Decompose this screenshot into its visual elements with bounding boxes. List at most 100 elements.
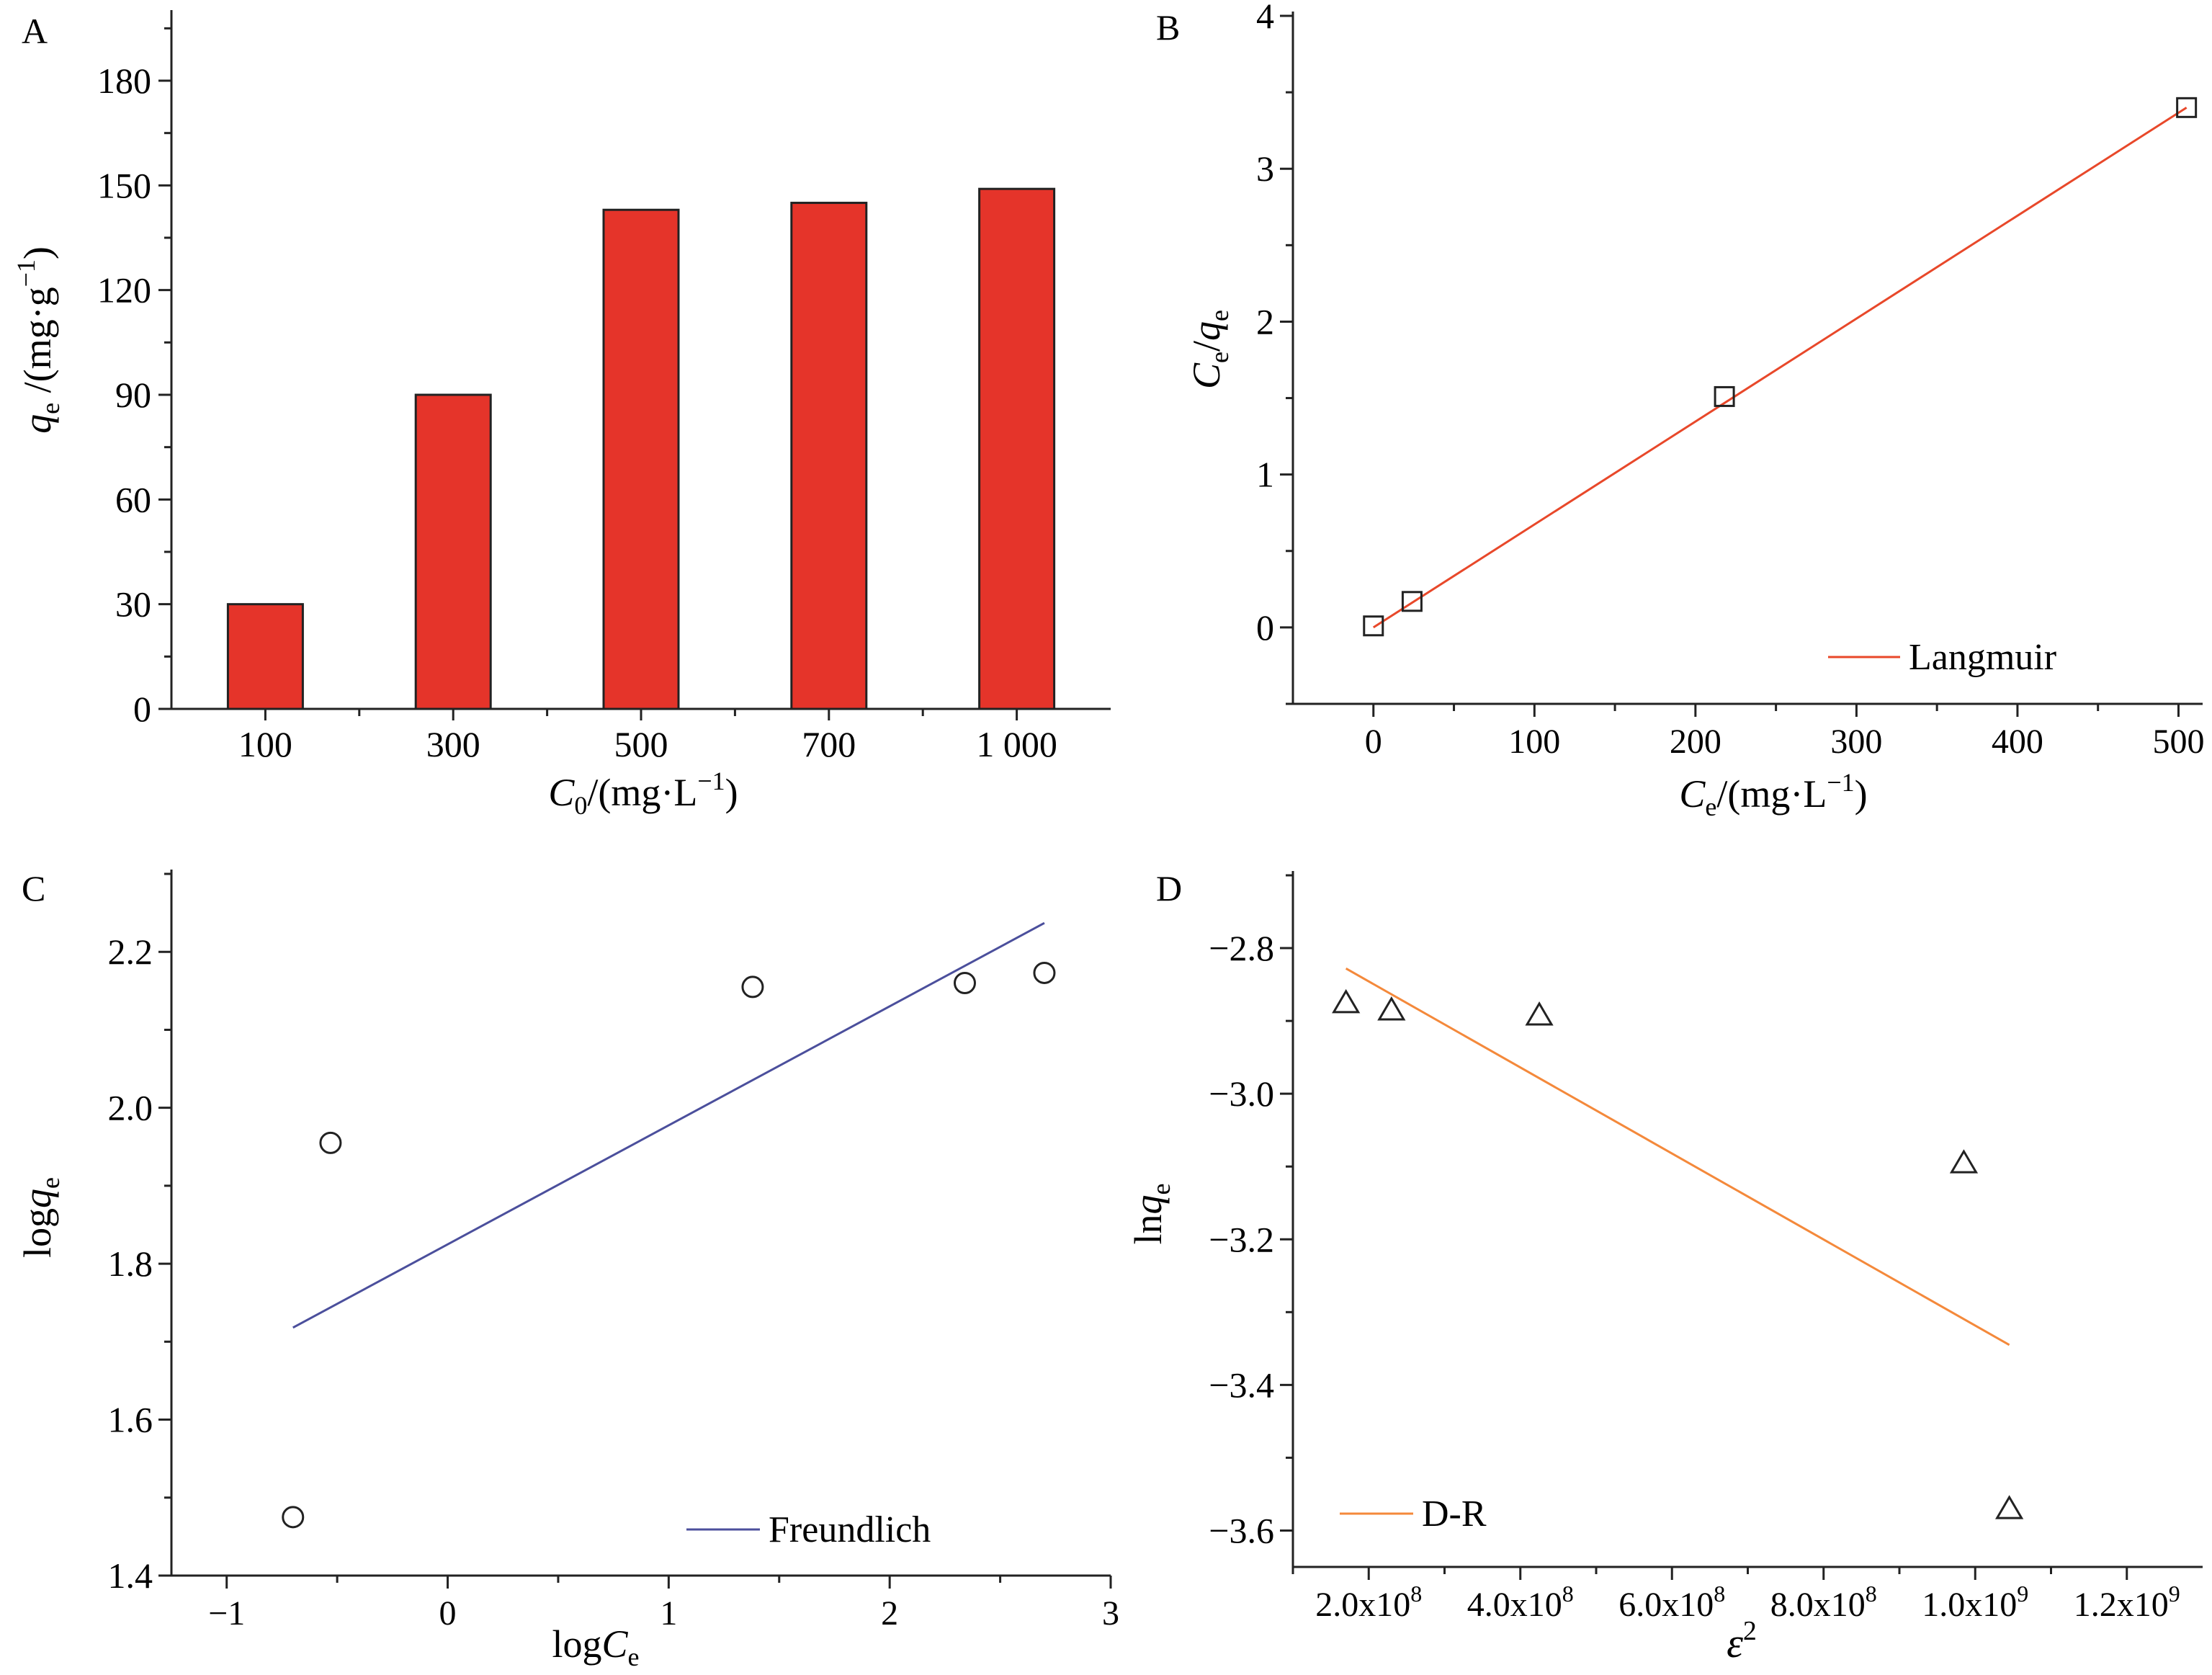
data-point — [1994, 1495, 2024, 1519]
panel-d-axes: −2.8 −3.0 −3.2 −3.4 −3.6 2.0x108 4.0x108 6.0x10… — [1209, 871, 2203, 1624]
x-tick-label: 6.0x108 — [1618, 1581, 1725, 1624]
panel-d-letter: D — [1156, 868, 1182, 908]
y-tick-label: 1.4 — [108, 1555, 153, 1596]
x-tick-label: 2.0x108 — [1315, 1581, 1422, 1624]
panel-c-legend: Freundlich — [686, 1509, 931, 1550]
bar — [226, 603, 304, 710]
y-tick-label: 4 — [1256, 0, 1274, 36]
x-tick-label: 300 — [426, 724, 480, 764]
x-tick-exponent: 8 — [1562, 1581, 1574, 1607]
x-tick-label: 1.2x109 — [2074, 1581, 2180, 1624]
panel-a-bars — [226, 187, 1056, 710]
legend-label: D-R — [1422, 1493, 1487, 1535]
panel-a-axes: 0 30 60 90 120 150 180 100 300 500 700 1 000 — [97, 10, 1111, 764]
x-tick-label: 500 — [614, 724, 668, 764]
x-tick-label: 1 000 — [976, 724, 1057, 764]
x-tick-label: 500 — [2152, 723, 2204, 761]
data-point — [1401, 591, 1423, 612]
panel-d-marks — [1332, 968, 2024, 1519]
y-tick-label: 30 — [115, 584, 151, 625]
y-tick-label: 0 — [133, 689, 151, 729]
y-tick-label: 2 — [1256, 301, 1274, 341]
y-tick-label: 180 — [97, 61, 151, 101]
panel-b-x-axis-label: Ce/(mg·L−1) — [1679, 768, 1867, 821]
panel-b-legend: Langmuir — [1828, 637, 2056, 678]
panel-d-y-axis-label: lnqe — [1127, 1184, 1176, 1245]
x-tick-label: 2 — [881, 1594, 898, 1632]
x-tick-label: 1.0x109 — [1922, 1581, 2028, 1624]
y-tick-label: 2.2 — [108, 932, 153, 972]
x-tick-exponent: 9 — [2017, 1581, 2028, 1607]
y-tick-label: 60 — [115, 479, 151, 519]
bar — [790, 202, 868, 710]
x-tick-exponent: 9 — [2169, 1581, 2180, 1607]
data-point — [282, 1506, 305, 1529]
data-point — [1332, 988, 1361, 1014]
fit-line — [1345, 968, 2010, 1346]
x-tick-label: 700 — [802, 724, 856, 764]
panel-d-legend: D-R — [1340, 1493, 1487, 1535]
x-tick-label: 400 — [1992, 723, 2043, 761]
data-point — [1525, 1001, 1554, 1026]
y-tick-label: 3 — [1256, 148, 1274, 189]
y-tick-label: 120 — [97, 270, 151, 311]
y-tick-label: 90 — [115, 375, 151, 415]
fit-line — [292, 921, 1045, 1329]
data-point — [1033, 961, 1056, 984]
y-tick-label: 2.0 — [108, 1088, 153, 1128]
x-tick-exponent: 8 — [1410, 1581, 1422, 1607]
y-tick-label: 1.6 — [108, 1400, 153, 1440]
y-tick-label: −2.8 — [1209, 928, 1274, 968]
data-point — [1377, 996, 1406, 1021]
y-tick-label: 1.8 — [108, 1243, 153, 1284]
panel-c-marks — [282, 921, 1056, 1529]
panel-a-y-axis-label: qe /(mg·g−1) — [12, 246, 65, 434]
panel-b-langmuir-plot: B 0 1 2 3 4 0 100 200 300 400 500 Langmuir Ce/(mg·… — [1156, 0, 2204, 821]
y-tick-label: −3.0 — [1209, 1073, 1274, 1114]
x-tick-label: 0 — [439, 1594, 457, 1632]
x-tick-exponent: 8 — [1866, 1581, 1877, 1607]
x-tick-label: 1 — [660, 1594, 677, 1632]
y-tick-label: 1 — [1256, 455, 1274, 495]
bar — [978, 187, 1056, 710]
y-tick-label: 0 — [1256, 607, 1274, 648]
legend-label: Freundlich — [769, 1509, 931, 1550]
data-point — [1363, 615, 1384, 637]
data-point — [319, 1131, 342, 1154]
legend-label: Langmuir — [1909, 637, 2056, 678]
panel-c-freundlich-plot: C 1.4 1.6 1.8 2.0 2.2 −1 0 1 2 3 Freundlich logCe… — [16, 868, 1119, 1671]
x-tick-label: −1 — [208, 1594, 245, 1632]
data-point — [1949, 1149, 1979, 1174]
x-tick-exponent: 8 — [1714, 1581, 1725, 1607]
y-tick-label: −3.4 — [1209, 1364, 1274, 1405]
panel-c-letter: C — [22, 868, 45, 908]
panel-d-x-axis-label: ε2 — [1727, 1616, 1757, 1666]
panel-b-marks — [1363, 97, 2198, 637]
fit-line — [1372, 107, 2188, 629]
x-tick-label: 300 — [1830, 723, 1882, 761]
y-tick-label: −3.2 — [1209, 1219, 1274, 1259]
x-tick-label: 8.0x108 — [1770, 1581, 1877, 1624]
x-tick-label: 4.0x108 — [1467, 1581, 1574, 1624]
x-tick-label: 3 — [1102, 1594, 1119, 1632]
y-tick-label: 150 — [97, 165, 151, 205]
x-tick-label: 200 — [1670, 723, 1721, 761]
y-tick-label: −3.6 — [1209, 1510, 1274, 1550]
panel-c-axes: 1.4 1.6 1.8 2.0 2.2 −1 0 1 2 3 — [108, 870, 1119, 1632]
data-point — [1714, 385, 1735, 407]
x-tick-label: 100 — [1508, 723, 1560, 761]
panel-b-axes: 0 1 2 3 4 0 100 200 300 400 500 — [1256, 0, 2204, 761]
data-point — [2176, 97, 2198, 118]
x-tick-label: 0 — [1365, 723, 1382, 761]
panel-b-letter: B — [1156, 7, 1180, 48]
x-tick-label: 100 — [238, 724, 292, 764]
panel-b-y-axis-label: Ce/qe — [1185, 310, 1234, 389]
panel-a-x-axis-label: C0/(mg·L−1) — [548, 767, 738, 820]
bar — [602, 208, 680, 710]
panel-a-letter: A — [22, 11, 48, 51]
panel-c-y-axis-label: logqe — [16, 1177, 65, 1258]
data-point — [741, 975, 764, 999]
data-point — [953, 972, 976, 995]
panel-d-dubinin-radushkevich-plot: D −2.8 −3.0 −3.2 −3.4 −3.6 2.0x108 4.0x108 6.0x… — [1127, 868, 2203, 1666]
